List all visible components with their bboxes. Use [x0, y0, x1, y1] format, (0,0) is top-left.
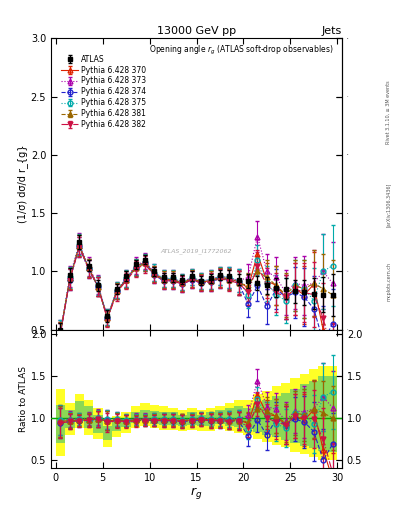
Text: Opening angle $r_g$ (ATLAS soft-drop observables): Opening angle $r_g$ (ATLAS soft-drop obs… [149, 44, 333, 57]
Text: [arXiv:1306.3436]: [arXiv:1306.3436] [386, 183, 391, 227]
Text: Rivet 3.1.10, ≥ 3M events: Rivet 3.1.10, ≥ 3M events [386, 81, 391, 144]
Text: Jets: Jets [321, 26, 342, 36]
Text: 13000 GeV pp: 13000 GeV pp [157, 26, 236, 36]
Text: ATLAS_2019_I1772062: ATLAS_2019_I1772062 [161, 248, 232, 254]
Legend: ATLAS, Pythia 6.428 370, Pythia 6.428 373, Pythia 6.428 374, Pythia 6.428 375, P: ATLAS, Pythia 6.428 370, Pythia 6.428 37… [59, 52, 149, 132]
Y-axis label: Ratio to ATLAS: Ratio to ATLAS [19, 366, 28, 432]
Y-axis label: (1/σ) dσ/d r_{g}: (1/σ) dσ/d r_{g} [17, 145, 28, 223]
X-axis label: $r_g$: $r_g$ [190, 485, 203, 501]
Text: mcplots.cern.ch: mcplots.cern.ch [386, 262, 391, 301]
